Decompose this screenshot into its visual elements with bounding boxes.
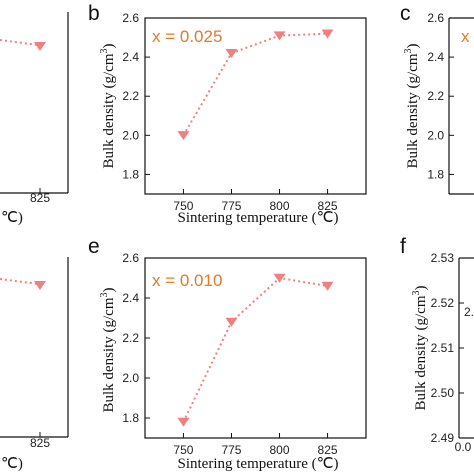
panel-b-series: [177, 29, 334, 141]
panel-e-annotation: x = 0.010: [152, 271, 222, 290]
panel-b-series-line: [182, 32, 328, 136]
panel-e-plot-frame: [144, 257, 367, 439]
panel-b-x-tick-label: 800: [270, 199, 290, 213]
panel-a-x-tick-label: 825: [30, 191, 50, 205]
panel-b-y-axis-label-main: Bulk density (g/cm: [101, 53, 117, 168]
panel-f-data-label-fragment: 2.: [464, 305, 474, 319]
panel-b-data-point-775: [225, 49, 238, 58]
panel-f-y-axis-label: Bulk density (g/cm3): [411, 286, 429, 411]
panel-e-y-tick-label: 2.0: [122, 371, 139, 385]
panel-c-y-axis-label-main: Bulk density (g/cm: [405, 53, 421, 168]
panel-a-fragment: 825 ℃): [0, 12, 69, 226]
panel-b-x-axis-label-main: Sintering temperature (: [178, 210, 317, 226]
panel-c-y-tick-label: 2.4: [427, 50, 444, 64]
panel-b-y-tick-label: 2.2: [122, 89, 139, 103]
panel-b-y-tick-label: 2.4: [122, 50, 139, 64]
panel-b-y-ticks: 1.8 2.0 2.2 2.4 2.6: [122, 11, 150, 181]
panel-f-y-axis-label-main: Bulk density (g/cm: [413, 295, 429, 410]
panel-f-y-axis-label-close: ): [413, 286, 429, 291]
panel-e-x-axis-label-unit: ℃: [317, 456, 334, 472]
panel-e-y-axis-label-main: Bulk density (g/cm: [101, 297, 117, 412]
panel-e-series: [177, 273, 334, 427]
panel-d-fragment: 825 ℃): [0, 257, 69, 472]
panel-f-y-tick-label: 2.52: [431, 296, 455, 310]
panel-e-y-tick-label: 2.6: [122, 251, 139, 265]
panel-a-data-point-825: [34, 42, 46, 51]
panel-b-data-point-825: [321, 29, 334, 39]
panel-d-data-point-825: [34, 281, 46, 290]
panel-c-letter: c: [400, 2, 411, 25]
panel-b-data-point-800: [273, 31, 286, 41]
panel-e-data-point-825: [321, 281, 334, 291]
panel-c-y-tick-label: 2.2: [427, 89, 444, 103]
panel-b-y-tick-label: 2.0: [122, 128, 139, 142]
panel-b-y-axis-label-close: ): [101, 44, 117, 49]
panel-b-x-axis-label: Sintering temperature (℃): [178, 210, 339, 226]
panel-f-fragment: f 2.49 2.50 2.51 2.52 2.53 0.0 2. Bulk densi…: [400, 235, 474, 454]
panel-a-series-line: [0, 39, 39, 46]
panel-c-fragment: c 1.8 2.0 2.2 2.4 2.6 x Bulk density (g/cm3): [400, 2, 474, 195]
panel-b-plot-frame: [144, 17, 367, 195]
panel-b-y-axis-label-sup: 3: [99, 49, 110, 54]
panel-e-series-line: [182, 276, 328, 423]
panel-c-y-axis-label: Bulk density (g/cm3): [403, 44, 421, 169]
panel-f-y-tick-label: 2.53: [431, 251, 455, 265]
panel-e-y-axis-label-close: ): [101, 288, 117, 293]
panel-b-x-tick-label: 825: [318, 199, 338, 213]
panel-b-x-tick-label: 775: [221, 199, 241, 213]
panel-e-y-tick-label: 1.8: [122, 411, 139, 425]
panel-d-series-line: [0, 278, 39, 285]
panel-c-y-ticks: 1.8 2.0 2.2 2.4 2.6: [427, 11, 454, 181]
panel-b-letter: b: [88, 2, 100, 25]
panel-e-x-axis-label-main: Sintering temperature (: [178, 456, 317, 472]
panel-e-y-tick-label: 2.4: [122, 291, 139, 305]
panel-c-y-axis-label-close: ): [405, 44, 421, 49]
panel-b-y-tick-label: 1.8: [122, 167, 139, 181]
panel-e-x-tick-label: 800: [270, 443, 290, 457]
panel-b-y-tick-label: 2.6: [122, 11, 139, 25]
panel-f-letter: f: [400, 235, 406, 258]
panel-c-annotation-fragment: x: [461, 27, 470, 46]
panel-b-x-tick-label: 750: [173, 199, 193, 213]
panel-c-y-tick-label: 2.0: [427, 128, 444, 142]
panel-e-y-axis-label-sup: 3: [99, 293, 110, 298]
panel-e-y-axis-label: Bulk density (g/cm3): [99, 288, 117, 413]
panel-b: b 1.8 2.0 2.2 2.4 2.6 750 775 800 825 x = 0.025…: [88, 2, 367, 226]
panel-f-y-tick-label: 2.49: [431, 431, 455, 445]
panel-b-x-axis-label-close: ): [333, 210, 338, 226]
panel-e-data-point-775: [225, 317, 238, 327]
panel-d-x-tick-label: 825: [30, 436, 50, 450]
panel-f-y-axis-label-sup: 3: [411, 291, 422, 296]
panel-c-y-tick-label: 2.6: [427, 11, 444, 25]
panel-e-x-axis-label: Sintering temperature (℃): [178, 456, 339, 472]
panel-e-letter: e: [88, 235, 100, 258]
panel-b-x-ticks: 750 775 800 825: [173, 189, 338, 213]
panel-e-x-ticks: 750 775 800 825: [173, 433, 338, 457]
panel-f-x-tick-label: 0.0: [455, 440, 472, 454]
panel-b-data-point-750: [177, 131, 190, 141]
panel-a-x-axis-label-fragment: ℃): [1, 210, 23, 226]
panel-d-x-axis-label-fragment: ℃): [1, 456, 23, 472]
panel-f-y-tick-label: 2.51: [431, 341, 455, 355]
panel-e-data-point-800: [273, 273, 286, 283]
panel-e-data-point-750: [177, 417, 190, 427]
panel-b-annotation: x = 0.025: [152, 27, 222, 46]
panel-e-y-tick-label: 2.2: [122, 331, 139, 345]
panel-e-x-tick-label: 825: [318, 443, 338, 457]
panel-e-x-tick-label: 775: [221, 443, 241, 457]
panel-c-y-axis-label-sup: 3: [403, 49, 414, 54]
panel-f-y-tick-label: 2.50: [431, 386, 455, 400]
panel-e-x-axis-label-close: ): [333, 456, 338, 472]
panel-e-y-ticks: 1.8 2.0 2.2 2.4 2.6: [122, 251, 150, 425]
panel-e: e 1.8 2.0 2.2 2.4 2.6 750 775 800 825 x = 0.010…: [88, 235, 367, 472]
panel-b-x-axis-label-unit: ℃: [317, 210, 334, 226]
panel-b-y-axis-label: Bulk density (g/cm3): [99, 44, 117, 169]
panel-c-y-tick-label: 1.8: [427, 167, 444, 181]
panel-e-x-tick-label: 750: [173, 443, 193, 457]
panel-f-y-ticks: 2.49 2.50 2.51 2.52 2.53: [431, 251, 464, 445]
